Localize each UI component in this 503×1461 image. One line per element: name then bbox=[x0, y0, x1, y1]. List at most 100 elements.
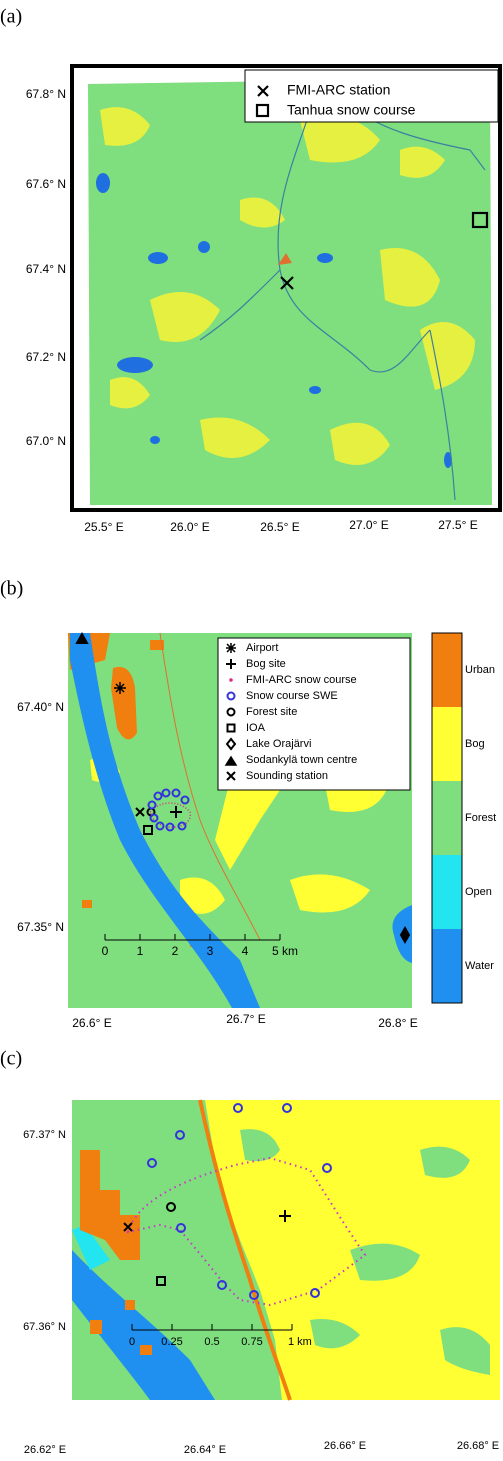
markers-part bbox=[471, 211, 489, 229]
legend-part-part bbox=[225, 737, 237, 751]
legend-entry: FMI-ARC snow course bbox=[246, 674, 357, 686]
map-part-part bbox=[420, 322, 475, 390]
legend-entry: Sodankylä town centre bbox=[246, 754, 357, 766]
map-part bbox=[72, 1225, 110, 1270]
x-tick-label: 26.68° E bbox=[457, 1440, 499, 1452]
markers bbox=[75, 631, 411, 945]
scale-label: 5 km bbox=[272, 944, 298, 958]
map-part bbox=[88, 78, 492, 505]
markers-part-part bbox=[282, 1103, 292, 1113]
panel-label: (c) bbox=[0, 1048, 22, 1070]
markers-part bbox=[170, 806, 182, 818]
map-part-part bbox=[80, 1150, 140, 1260]
markers-part-part bbox=[322, 1163, 332, 1173]
scale-label: 0.5 bbox=[204, 1336, 219, 1348]
map-part-part bbox=[117, 357, 153, 373]
markers-part-part bbox=[171, 788, 181, 798]
map-part-part bbox=[125, 1300, 135, 1310]
markers-part bbox=[75, 631, 89, 644]
scale-bar-part bbox=[104, 934, 281, 941]
map-part-part bbox=[240, 1129, 280, 1162]
markers-part bbox=[156, 1276, 166, 1286]
markers-part bbox=[280, 276, 294, 290]
scale-label: 1 bbox=[137, 944, 144, 958]
markers-part-part bbox=[177, 821, 187, 831]
legend-part bbox=[224, 643, 238, 781]
legend-part-part bbox=[229, 678, 233, 682]
map-part-part bbox=[96, 173, 110, 193]
markers-part-part bbox=[176, 1223, 186, 1233]
map-part-part bbox=[198, 241, 210, 253]
map-part bbox=[70, 633, 260, 1008]
map-part-part bbox=[420, 1146, 470, 1178]
markers-part bbox=[166, 1202, 176, 1212]
legend-part-part bbox=[226, 707, 236, 717]
markers-part bbox=[135, 807, 145, 817]
y-tick-label: 67.37° N bbox=[23, 1129, 66, 1141]
markers-part-part bbox=[153, 791, 163, 801]
scale-label: 2 bbox=[172, 944, 179, 958]
legend-part-part bbox=[226, 723, 236, 733]
y-tick-label: 67.6° N bbox=[26, 177, 66, 191]
colorbar-part bbox=[431, 632, 463, 1004]
colorbar-label: Forest bbox=[465, 812, 496, 824]
legend-entry: Tanhua snow course bbox=[287, 102, 416, 118]
y-tick-label: 67.0° N bbox=[26, 434, 66, 448]
legend-part-part bbox=[226, 659, 236, 669]
map-part-part bbox=[444, 452, 452, 468]
scale-label: 1 km bbox=[288, 1336, 312, 1348]
scale-label: 0.25 bbox=[161, 1336, 182, 1348]
panel-b: (b) bbox=[0, 578, 496, 1031]
map-part-part bbox=[350, 1243, 420, 1281]
map-part-part bbox=[150, 640, 164, 650]
y-tick-label: 67.4° N bbox=[26, 262, 66, 276]
colorbar-part bbox=[432, 633, 462, 707]
y-tick-label: 67.36° N bbox=[23, 1321, 66, 1333]
x-tick-label: 26.5° E bbox=[260, 520, 300, 534]
legend-part bbox=[257, 85, 269, 97]
colorbar: Urban Bog Forest Open Water bbox=[431, 632, 496, 1004]
markers-part-part bbox=[161, 788, 171, 798]
map-part-part bbox=[317, 253, 333, 263]
scale-label: 4 bbox=[242, 944, 249, 958]
map bbox=[70, 64, 502, 512]
map-part-part bbox=[180, 877, 225, 914]
x-tick-label: 26.66° E bbox=[324, 1440, 366, 1452]
y-tick-label: 67.40° N bbox=[17, 700, 64, 714]
map-part-part bbox=[277, 84, 431, 373]
markers-part-part bbox=[233, 1103, 243, 1113]
colorbar-label: Water bbox=[465, 960, 494, 972]
legend-entry: Lake Orajärvi bbox=[246, 738, 311, 750]
map-part bbox=[72, 1250, 215, 1400]
map-part-part bbox=[400, 146, 445, 178]
x-tick-label: 26.6° E bbox=[72, 1016, 112, 1030]
map-part-part bbox=[82, 900, 92, 908]
map-part bbox=[149, 802, 192, 828]
legend-part bbox=[217, 637, 411, 791]
scale-label: 0.75 bbox=[241, 1336, 262, 1348]
map-part bbox=[199, 84, 486, 501]
colorbar-part bbox=[432, 855, 462, 929]
markers-part-part bbox=[175, 1130, 185, 1140]
map-part bbox=[96, 173, 452, 468]
legend: FMI-ARC station Tanhua snow course bbox=[244, 69, 499, 123]
map-part-part bbox=[440, 1327, 490, 1375]
map-part bbox=[159, 632, 261, 941]
y-tick-label: 67.8° N bbox=[26, 87, 66, 101]
scale-label: 0 bbox=[102, 944, 109, 958]
markers-part-part bbox=[155, 821, 165, 831]
map-part-part bbox=[330, 422, 390, 465]
colorbar-part bbox=[432, 781, 462, 855]
markers-part-part bbox=[249, 1290, 259, 1300]
map-part bbox=[240, 1129, 490, 1375]
x-tick-label: 26.62° E bbox=[24, 1444, 66, 1456]
x-tick-label: 26.8° E bbox=[378, 1016, 418, 1030]
map-part-part bbox=[290, 874, 370, 913]
legend-entry: FMI-ARC station bbox=[287, 82, 390, 98]
map-part bbox=[100, 107, 475, 465]
legend-entry: Forest site bbox=[246, 706, 297, 718]
scale-bar: 0 0.25 0.5 0.75 1 km bbox=[129, 1324, 312, 1348]
map bbox=[72, 1099, 500, 1401]
scale-label: 0 bbox=[129, 1336, 135, 1348]
